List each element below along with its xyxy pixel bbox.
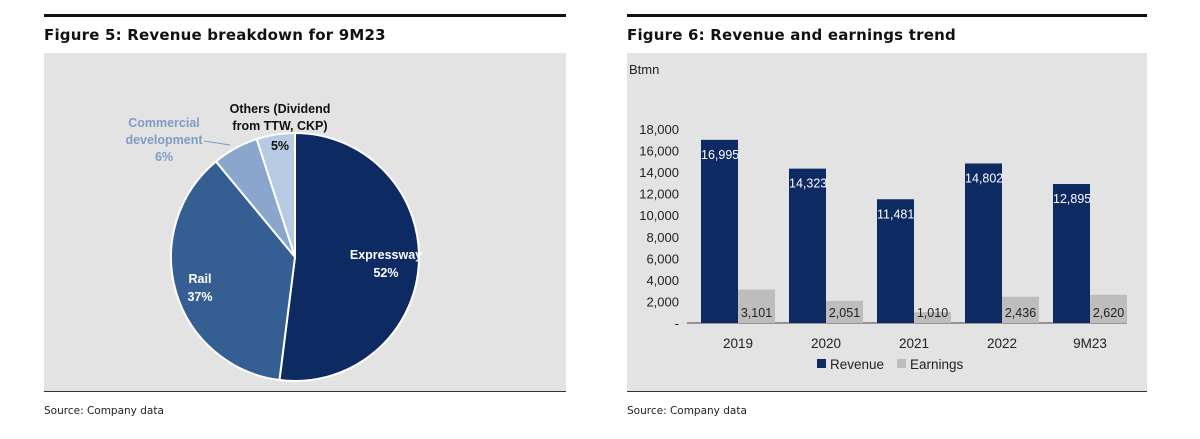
earnings-data-label: 2,620 <box>1093 306 1124 320</box>
y-tick-label: 16,000 <box>639 144 679 159</box>
x-tick-label: 2022 <box>987 336 1017 351</box>
bottom-rule <box>44 391 566 392</box>
pie-slice-others <box>255 131 296 258</box>
figure-5-source: Source: Company data <box>44 405 164 417</box>
y-tick-label: 6,000 <box>646 251 679 266</box>
pie-label-commercial-line2: development <box>125 133 203 147</box>
figure-6-title: Figure 6: Revenue and earnings trend <box>627 26 956 44</box>
y-tick-label: 10,000 <box>639 208 679 223</box>
pie-label-rail: Rail <box>189 272 212 286</box>
pie-slice-rail <box>170 160 297 382</box>
pie-value-commercial: 6% <box>155 150 173 164</box>
y-tick-label: 4,000 <box>646 273 679 288</box>
earnings-data-label: 2,436 <box>1005 306 1036 320</box>
revenue-data-label: 12,895 <box>1053 192 1091 206</box>
earnings-data-label: 1,010 <box>917 306 948 320</box>
bottom-rule <box>627 391 1147 392</box>
pie-label-commercial-line1: Commercial <box>128 116 200 130</box>
x-tick-label: 2020 <box>811 336 841 351</box>
y-tick-label: 2,000 <box>646 294 679 309</box>
revenue-bar <box>965 163 1002 323</box>
earnings-data-label: 2,051 <box>829 306 860 320</box>
revenue-bar <box>789 168 826 323</box>
pie-value-expressway: 52% <box>373 266 398 280</box>
revenue-data-label: 14,323 <box>789 177 827 191</box>
pie-label-others-line1: Others (Dividend <box>230 102 331 116</box>
revenue-data-label: 11,481 <box>877 207 914 221</box>
figure-5-title: Figure 5: Revenue breakdown for 9M23 <box>44 26 386 44</box>
pie-value-others: 5% <box>271 139 289 153</box>
pie-chart-area: Expressway 52% Rail 37% Commercial developmen… <box>44 53 566 391</box>
x-tick-label: 2019 <box>723 336 753 351</box>
earnings-data-label: 3,101 <box>741 306 772 320</box>
y-tick-label: 14,000 <box>639 165 679 180</box>
pie-chart: Expressway 52% Rail 37% Commercial developmen… <box>125 102 422 382</box>
y-tick-label: 8,000 <box>646 230 679 245</box>
pie-slice-expressway <box>278 131 420 382</box>
earnings-bar <box>914 312 951 323</box>
figure-6-source: Source: Company data <box>627 405 747 417</box>
y-tick-label: 12,000 <box>639 187 679 202</box>
earnings-bar <box>826 300 863 323</box>
pie-label-expressway: Expressway <box>350 248 422 262</box>
revenue-bar <box>701 139 738 323</box>
earnings-bar <box>738 289 775 323</box>
top-rule <box>44 14 566 17</box>
y-axis-label: Btmn <box>629 62 659 77</box>
x-tick-label: 9M23 <box>1073 336 1107 351</box>
bar-chart-area: Btmn - 2,000 4,000 6,000 8,000 10,000 12,000 14,… <box>627 53 1147 391</box>
revenue-bar <box>1053 184 1090 323</box>
y-tick-label: 18,000 <box>639 122 679 137</box>
legend-label-earnings: Earnings <box>910 357 964 372</box>
legend-swatch-revenue <box>817 359 826 368</box>
bar-chart: Btmn - 2,000 4,000 6,000 8,000 10,000 12,000 14,… <box>629 62 1127 372</box>
top-rule <box>627 14 1147 17</box>
earnings-bar <box>1002 296 1039 323</box>
legend-label-revenue: Revenue <box>830 357 884 372</box>
legend-swatch-earnings <box>897 359 906 368</box>
x-tick-label: 2021 <box>899 336 929 351</box>
revenue-bar <box>877 199 914 323</box>
y-tick-label: - <box>675 316 679 331</box>
pie-leader-line <box>203 140 231 146</box>
revenue-data-label: 16,995 <box>701 148 739 162</box>
pie-label-others-line2: from TTW, CKP) <box>232 119 327 133</box>
earnings-bar <box>1090 294 1127 323</box>
pie-value-rail: 37% <box>187 290 212 304</box>
revenue-data-label: 14,802 <box>965 171 1003 185</box>
